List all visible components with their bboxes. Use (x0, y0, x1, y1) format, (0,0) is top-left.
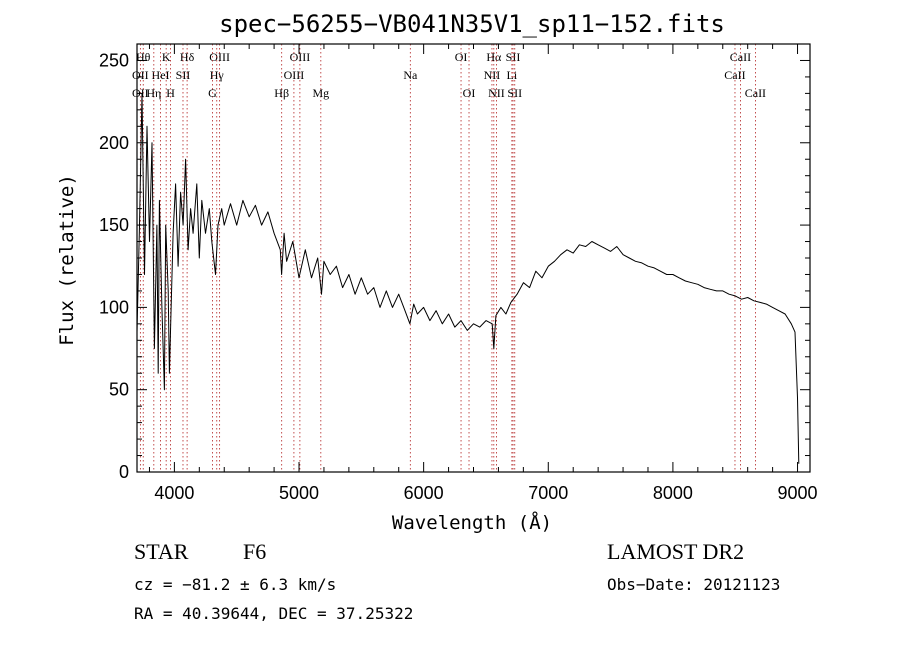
line-marker-label: H (166, 86, 175, 100)
line-marker-label: NII (484, 68, 501, 82)
redshift-text: cz = −81.2 ± 6.3 km/s (134, 575, 336, 594)
line-marker-label: Hθ (136, 50, 151, 64)
line-marker-label: SII (507, 86, 522, 100)
chart-title: spec−56255−VB041N35V1_sp11−152.fits (219, 10, 725, 38)
line-marker-label: Hη (146, 86, 161, 100)
line-marker-label: OII (132, 68, 149, 82)
line-marker-label: SII (506, 50, 521, 64)
x-tick-label: 4000 (154, 483, 194, 503)
line-marker-label: OI (463, 86, 476, 100)
object-subclass: F6 (243, 539, 266, 564)
line-marker-label: HeI (152, 68, 170, 82)
axis-ticks: 4000 5000 6000 7000 8000 9000 0 50 100 150 200 250 (99, 44, 818, 503)
line-marker-label: OIII (284, 68, 305, 82)
line-marker-label: OIII (209, 50, 230, 64)
line-marker-label: Hγ (210, 68, 225, 82)
line-marker-label: Hα (486, 50, 502, 64)
line-marker-label: G (208, 86, 217, 100)
y-tick-label: 100 (99, 297, 129, 317)
x-tick-label: 5000 (279, 483, 319, 503)
x-tick-label: 9000 (778, 483, 818, 503)
line-marker-label: Na (403, 68, 418, 82)
line-marker-label: Mg (312, 86, 329, 100)
x-tick-label: 6000 (404, 483, 444, 503)
x-tick-label: 7000 (528, 483, 568, 503)
plot-frame (136, 43, 811, 473)
object-class: STAR (134, 539, 189, 564)
y-tick-label: 200 (99, 133, 129, 153)
y-axis-label: Flux (relative) (56, 174, 78, 346)
line-marker-label: CaII (730, 50, 751, 64)
y-tick-label: 250 (99, 50, 129, 70)
y-tick-label: 50 (109, 380, 129, 400)
spectrum-series (136, 92, 800, 464)
line-marker-label: NII (488, 86, 505, 100)
line-marker-label: OIII (290, 50, 311, 64)
spectrum-line (136, 92, 800, 464)
line-marker-label: K (162, 50, 171, 64)
y-tick-label: 0 (119, 462, 129, 482)
line-marker-label: CaII (745, 86, 766, 100)
survey-label: LAMOST DR2 (607, 539, 744, 564)
obs-date-text: Obs−Date: 20121123 (607, 575, 780, 594)
coordinates-text: RA = 40.39644, DEC = 37.25322 (134, 604, 413, 623)
line-marker-label: Hδ (180, 50, 195, 64)
x-tick-label: 8000 (653, 483, 693, 503)
y-tick-label: 150 (99, 215, 129, 235)
line-marker-label: Li (507, 68, 518, 82)
line-marker-label: OI (455, 50, 468, 64)
line-marker-label: SII (176, 68, 191, 82)
x-axis-label: Wavelength (Å) (392, 511, 552, 534)
line-marker-label: CaII (724, 68, 745, 82)
line-marker-label: Hβ (274, 86, 289, 100)
